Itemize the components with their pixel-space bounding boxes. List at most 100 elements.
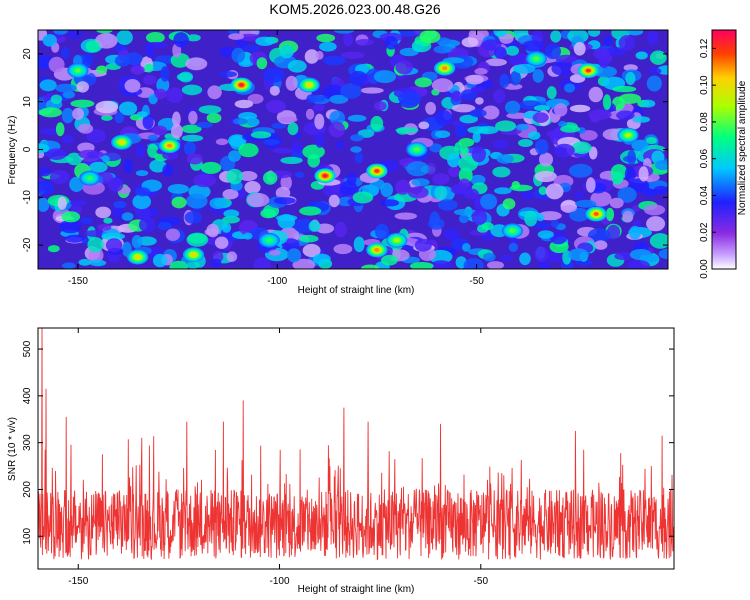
heatmap-cell [222, 189, 239, 200]
heatmap-cell [238, 33, 261, 41]
heatmap-cell [269, 85, 280, 96]
heatmap-cell [328, 194, 340, 208]
heatmap-cell [162, 164, 174, 177]
heatmap-cell [83, 230, 108, 237]
heatmap-cell [263, 171, 278, 185]
heatmap-cell [89, 259, 107, 267]
heatmap-peak [190, 252, 197, 257]
heatmap-cell [279, 45, 294, 59]
heatmap-cell [350, 134, 364, 142]
heatmap-cell [414, 238, 432, 252]
heatmap-cell [85, 40, 101, 53]
heatmap-cell [560, 205, 577, 213]
heatmap-cell [273, 197, 296, 205]
heatmap-cell [588, 30, 601, 37]
colorbar: 0.00 0.02 0.04 0.06 0.08 0.10 0.12 Normalized … [699, 29, 748, 279]
heatmap-cell [586, 177, 596, 193]
heatmap-cell [223, 209, 240, 218]
heatmap-cell [242, 45, 260, 52]
heatmap-cell [232, 118, 248, 125]
heatmap-cell [521, 189, 534, 200]
heatmap-cell [322, 182, 346, 198]
heatmap-cell [124, 79, 141, 93]
snr-frame [37, 327, 675, 570]
heatmap-cell [467, 126, 489, 134]
heatmap-cell [533, 222, 551, 229]
heatmap-cell [609, 197, 624, 209]
heatmap-cell [545, 183, 564, 200]
heatmap-cell [238, 143, 259, 158]
heatmap-cell [472, 131, 481, 143]
heatmap-cell [588, 86, 603, 103]
heatmap-cell [469, 109, 487, 118]
heatmap-cell [593, 65, 618, 78]
heatmap-cell [118, 101, 138, 116]
heatmap-cell [243, 232, 253, 240]
heatmap-cell [465, 74, 484, 85]
heatmap-cell [555, 54, 578, 63]
heatmap-cell [574, 191, 584, 199]
heatmap-cell [55, 122, 65, 137]
heatmap-cell [407, 186, 429, 199]
heatmap-cell [494, 46, 507, 59]
heatmap-cell [280, 174, 292, 191]
heatmap-cell [312, 253, 331, 265]
heatmap-cell [495, 120, 517, 132]
heatmap-cell [564, 83, 575, 93]
heatmap-cell [483, 252, 496, 262]
heatmap-cell [132, 194, 151, 210]
heatmap-cell [302, 243, 321, 258]
heatmap-cell [271, 122, 287, 129]
heatmap-cell [247, 93, 264, 104]
heatmap-cell [534, 246, 549, 263]
y-tick-label: 400 [22, 387, 33, 404]
heatmap-cell [642, 254, 659, 262]
heatmap-cell [78, 258, 92, 266]
heatmap-cell [142, 114, 154, 130]
heatmap-cell [280, 156, 303, 164]
y-tick-label: -10 [22, 190, 33, 205]
heatmap-cell [658, 248, 668, 260]
colorbar-gradient [711, 29, 737, 270]
heatmap-cell [355, 39, 374, 46]
heatmap-cell [302, 144, 325, 159]
heatmap-cell [335, 140, 345, 150]
heatmap-cell [95, 206, 112, 219]
heatmap-cell [62, 134, 74, 144]
heatmap-cell [627, 259, 650, 269]
heatmap-cell [62, 90, 75, 99]
heatmap-cell [532, 112, 549, 123]
heatmap-cell [121, 212, 134, 221]
heatmap-peak [87, 176, 93, 181]
heatmap-cell [183, 141, 196, 156]
heatmap-cell [394, 212, 417, 220]
heatmap-cell [287, 122, 299, 136]
x-tick-label: -150 [68, 276, 88, 287]
heatmap-cell [625, 71, 636, 86]
snr-plot-area [38, 328, 674, 569]
heatmap-cell [632, 116, 651, 123]
heatmap-cell [496, 154, 514, 164]
heatmap-peak [322, 173, 328, 178]
heatmap-cell [350, 146, 362, 153]
heatmap-cell [292, 258, 316, 269]
heatmap-cell [135, 170, 149, 177]
heatmap-cell [39, 107, 62, 118]
heatmap-cell [152, 253, 168, 268]
heatmap-cell [113, 200, 127, 209]
heatmap-cell [443, 228, 460, 241]
heatmap-cell [89, 161, 108, 173]
heatmap-cell [554, 103, 568, 117]
heatmap-cell [494, 187, 512, 195]
heatmap-cell [602, 94, 612, 111]
heatmap-cell [560, 125, 581, 133]
heatmap-cell [409, 262, 434, 269]
heatmap-cell [308, 220, 321, 232]
heatmap-cell [188, 110, 198, 125]
spectrogram-layer [38, 30, 668, 269]
heatmap-cell [647, 30, 659, 46]
heatmap-cell [147, 143, 159, 158]
y-tick-label: 20 [22, 48, 33, 60]
heatmap-cell [96, 65, 108, 74]
heatmap-cell [184, 211, 203, 224]
